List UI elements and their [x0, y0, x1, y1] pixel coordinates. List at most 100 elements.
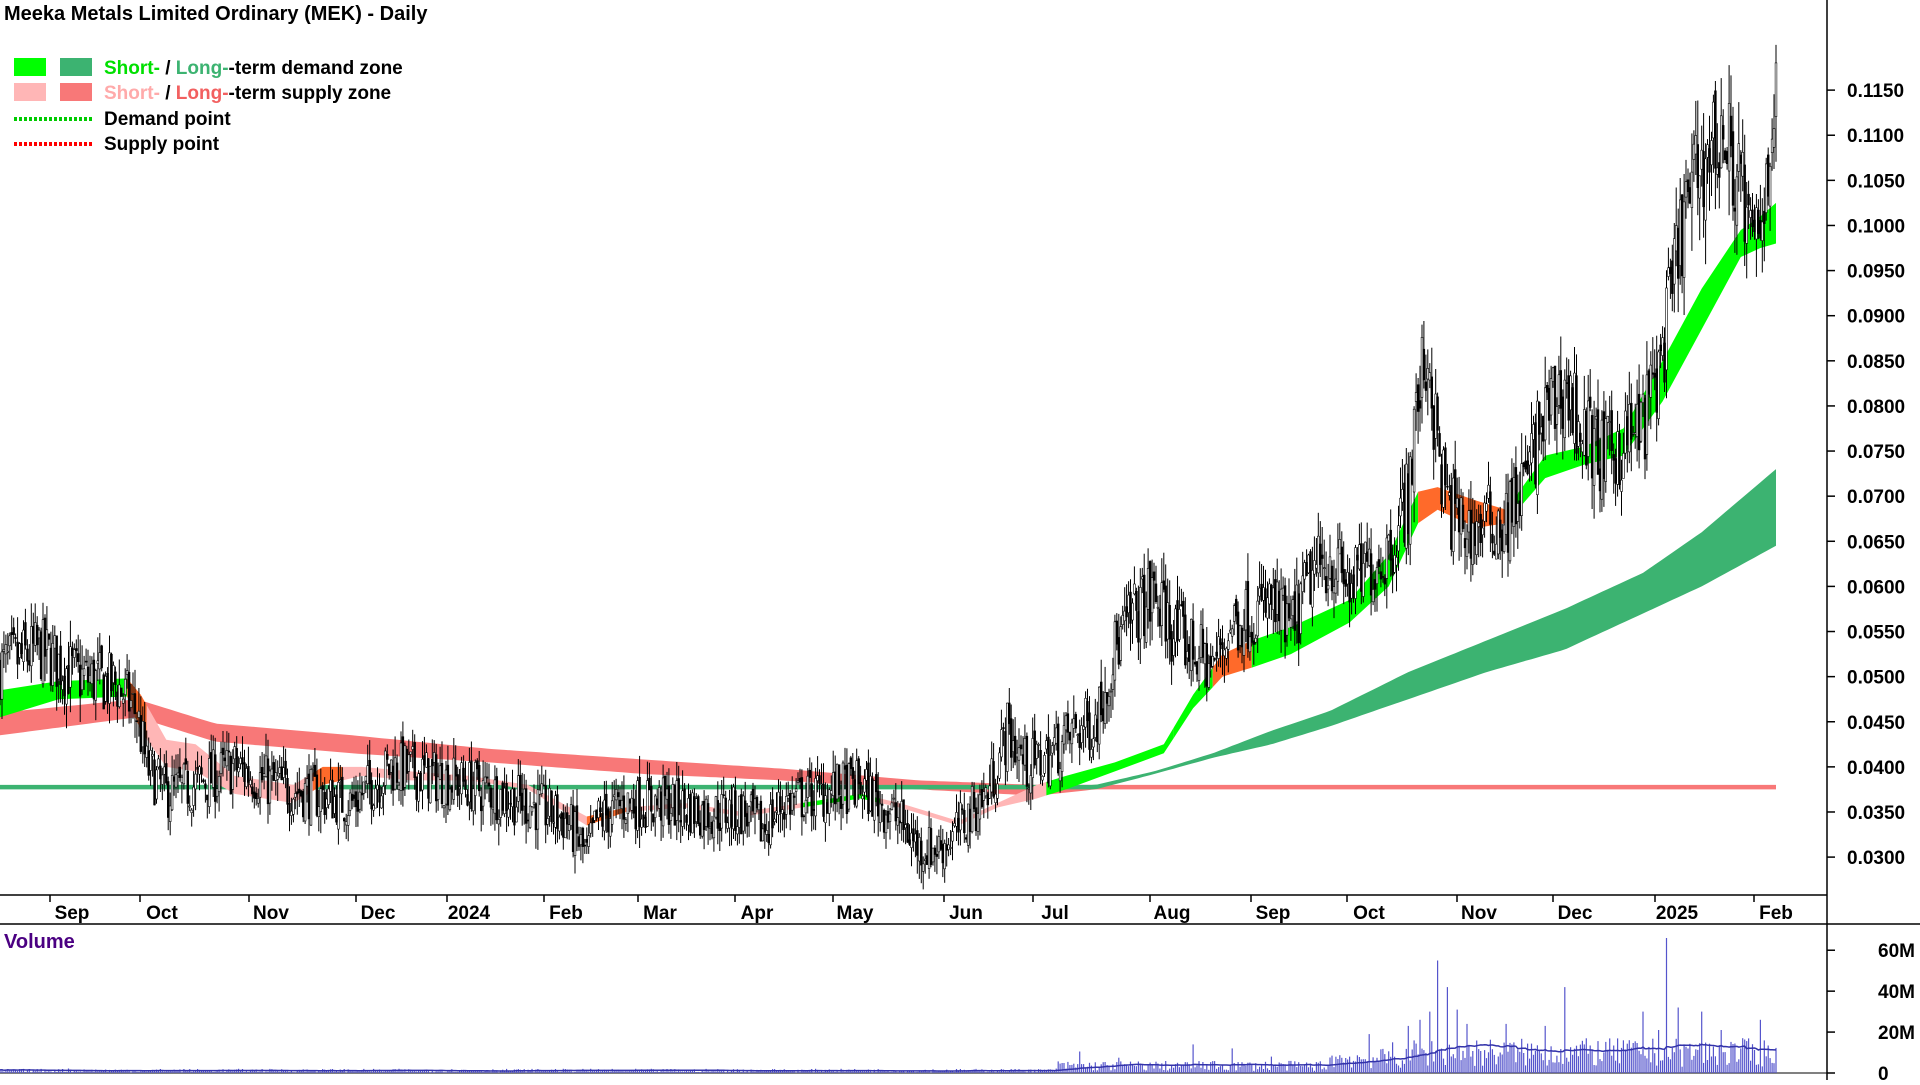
candle-body	[1483, 502, 1486, 522]
candle-body	[550, 790, 553, 822]
candle-body	[761, 828, 765, 842]
candle-body	[384, 750, 387, 786]
candle-body	[139, 715, 142, 752]
candle-body	[573, 811, 577, 856]
candle-body	[565, 812, 569, 825]
candle-body	[303, 782, 307, 822]
candle-body	[855, 760, 858, 807]
candle-body	[1035, 743, 1038, 759]
candle-body	[1135, 590, 1138, 611]
candle-body	[1299, 583, 1302, 634]
candle-body	[1272, 587, 1275, 611]
candle-body	[1301, 575, 1304, 593]
candle-body	[583, 844, 587, 847]
candle-body	[1412, 408, 1416, 493]
candle-body	[792, 795, 796, 798]
candle-body	[1291, 599, 1295, 616]
candle-body	[102, 674, 105, 710]
candle-body	[1594, 415, 1598, 420]
candle-body	[1115, 620, 1119, 645]
candle-body	[450, 786, 453, 793]
candle-body	[1585, 410, 1588, 466]
candle-body	[1219, 638, 1222, 646]
candle-body	[270, 768, 274, 776]
candle-body	[1168, 604, 1171, 640]
candle-body	[820, 783, 823, 786]
price-tick-label: 0.0750	[1847, 442, 1905, 463]
candle-body	[1432, 405, 1435, 450]
candle-body	[798, 777, 802, 783]
candle-body	[585, 838, 589, 843]
candle-body	[368, 759, 371, 785]
candle-body	[822, 783, 825, 817]
candle-body	[1763, 210, 1766, 224]
candle-body	[638, 776, 641, 827]
candle-body	[28, 660, 31, 666]
candle-body	[1264, 588, 1267, 613]
candle-body	[161, 774, 164, 785]
candle-body	[920, 840, 923, 866]
candle-body	[814, 777, 817, 817]
candle-body	[515, 806, 518, 823]
candle-body	[1148, 561, 1152, 622]
candle-body	[937, 836, 941, 853]
date-tick-label: Mar	[643, 903, 677, 924]
candle-body	[1630, 402, 1633, 440]
candle-body	[133, 693, 137, 715]
candle-body	[1119, 626, 1123, 661]
candle-body	[1109, 690, 1113, 693]
candle-body	[1491, 533, 1494, 544]
candle-body	[1283, 585, 1287, 643]
candle-body	[601, 813, 604, 827]
candle-body	[1461, 504, 1465, 529]
candle-body	[786, 795, 790, 799]
candle-body	[169, 805, 172, 822]
candle-body	[1520, 463, 1523, 516]
candle-body	[775, 810, 778, 813]
candle-body	[1131, 602, 1134, 621]
candle-body	[783, 811, 786, 820]
candle-body	[1102, 708, 1105, 722]
candle-body	[593, 810, 596, 821]
candle-body	[1553, 365, 1557, 429]
candle-body	[45, 629, 49, 650]
candle-body	[734, 790, 737, 831]
candle-body	[1092, 738, 1095, 748]
candle-body	[1021, 754, 1025, 765]
date-tick-label: Oct	[1353, 903, 1385, 924]
candle-body	[753, 798, 757, 814]
candle-body	[1628, 403, 1631, 453]
candle-body	[1749, 210, 1752, 218]
candle-body	[673, 785, 677, 826]
candle-body	[1534, 422, 1537, 485]
candle-body	[816, 775, 819, 781]
candle-body	[1424, 381, 1428, 391]
candle-body	[1612, 454, 1615, 461]
candle-body	[487, 782, 491, 787]
candle-body	[1696, 144, 1700, 189]
candle-body	[1436, 396, 1439, 431]
candle-body	[1256, 600, 1259, 637]
candle-body	[908, 839, 911, 845]
candle-body	[1082, 726, 1085, 730]
candle-body	[691, 792, 694, 834]
candle-body	[634, 806, 637, 830]
candle-body	[315, 774, 319, 816]
candle-body	[976, 813, 980, 832]
candle-body	[1025, 735, 1029, 787]
candle-body	[1011, 740, 1015, 753]
candle-body	[1686, 179, 1690, 193]
candle-body	[1706, 144, 1709, 158]
candle-body	[835, 763, 839, 800]
candle-body	[479, 796, 483, 812]
date-tick-label: Dec	[361, 903, 396, 924]
candle-body	[1731, 131, 1735, 206]
candle-body	[1387, 534, 1390, 542]
candle-body	[1710, 140, 1713, 166]
candle-body	[831, 772, 835, 797]
candle-body	[362, 781, 365, 794]
date-tick-label: 2024	[448, 903, 491, 924]
candle-body	[1356, 554, 1359, 561]
legend-demand-short: Short-	[104, 58, 160, 79]
candle-body	[393, 757, 397, 790]
